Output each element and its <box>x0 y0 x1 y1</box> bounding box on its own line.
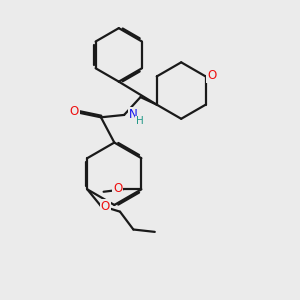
Text: O: O <box>101 200 110 213</box>
Text: O: O <box>207 69 216 82</box>
Text: N: N <box>129 108 137 121</box>
Text: O: O <box>70 105 79 118</box>
Text: O: O <box>113 182 122 195</box>
Text: H: H <box>136 116 143 127</box>
